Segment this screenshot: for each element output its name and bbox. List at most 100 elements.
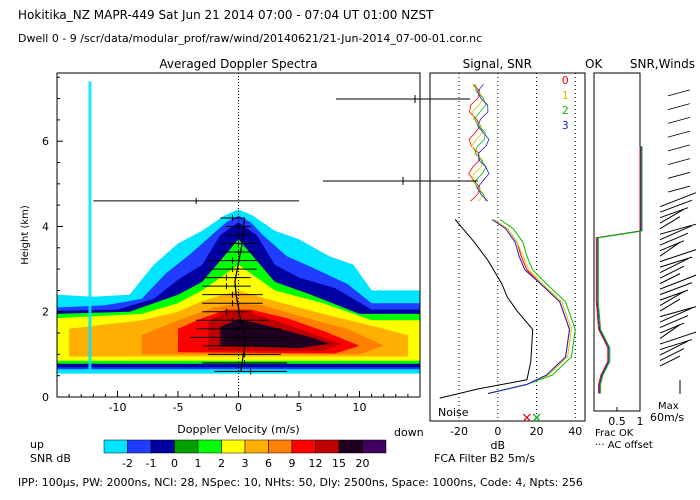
x-tick-label: -10 — [109, 401, 127, 414]
wind-barb — [659, 192, 697, 208]
colorbar-swatch — [150, 439, 175, 454]
snr-legend-entry: 1 — [562, 89, 569, 102]
colorbar-swatch — [244, 439, 269, 454]
spectra-title: Averaged Doppler Spectra — [159, 57, 317, 71]
up-label: up — [30, 438, 44, 451]
x-tick-label: 0 — [235, 401, 242, 414]
colorbar-tick-label: 2 — [218, 457, 225, 470]
wind-barb — [659, 306, 697, 318]
colorbar-tick-label: 15 — [332, 457, 346, 470]
snr-upper-line — [477, 84, 490, 202]
snr-series-line — [487, 219, 571, 394]
noise-label: Noise — [438, 406, 469, 419]
y-tick-label: 6 — [42, 135, 49, 148]
x-axis-label: Doppler Velocity (m/s) — [177, 423, 299, 436]
frac-ok-line — [596, 146, 642, 394]
snr-legend-entry: 2 — [562, 104, 569, 117]
wind-barb — [659, 339, 693, 351]
wind-barb — [659, 208, 685, 224]
colorbar-swatch — [103, 439, 128, 454]
fca-filter-label: FCA Filter B2 5m/s — [434, 452, 535, 465]
colorbar-swatch — [174, 439, 199, 454]
wind-barb — [667, 89, 691, 97]
snr-tick-label: -20 — [450, 425, 468, 438]
snr-legend-entry: 3 — [562, 119, 569, 132]
winds-title: SNR,Winds — [630, 57, 695, 71]
wind-barb — [659, 249, 697, 263]
frac-ok-line — [595, 146, 641, 394]
plot-title: Hokitika_NZ MAPR-449 Sat Jun 21 2014 07:… — [18, 8, 434, 22]
snr-series-line — [487, 219, 572, 394]
wind-barb — [667, 171, 691, 179]
snr-tick-label: 40 — [568, 425, 582, 438]
snr-legend-entry: 0 — [562, 74, 569, 87]
colorbar-tick-label: 1 — [195, 457, 202, 470]
wind-barb — [667, 116, 691, 124]
wind-barb — [659, 273, 681, 285]
frac-frame — [593, 72, 641, 412]
wind-barb — [659, 241, 681, 257]
frac-tick-label: 1 — [637, 415, 644, 428]
wind-barb — [659, 289, 689, 301]
wind-barb — [667, 103, 691, 111]
y-tick-label: 4 — [42, 220, 49, 233]
colorbar-swatch — [338, 439, 363, 454]
colorbar-tick-label: 3 — [242, 457, 249, 470]
snr-contour — [220, 319, 330, 348]
colorbar-swatch — [197, 439, 222, 454]
wind-barb — [659, 216, 681, 230]
snr-series-line — [487, 219, 576, 394]
max-value-label: 60m/s — [650, 411, 684, 424]
wind-barb — [659, 256, 693, 268]
colorbar-tick-label: 9 — [289, 457, 296, 470]
wind-barb — [659, 355, 681, 367]
wind-barb — [667, 130, 691, 138]
wind-barb — [659, 258, 689, 274]
snr-upper-line — [471, 84, 484, 202]
wind-barb — [659, 348, 685, 362]
wind-barb — [667, 185, 691, 193]
wind-barb — [659, 207, 689, 219]
ac-offset-label: ··· AC offset — [595, 440, 653, 451]
wind-barb — [659, 324, 681, 339]
colorbar-swatch — [127, 439, 152, 454]
colorbar-tick-label: 0 — [171, 457, 178, 470]
wind-barb — [659, 225, 693, 241]
colorbar-tick-label: 12 — [309, 457, 323, 470]
x-tick-label: 5 — [296, 401, 303, 414]
colorbar-tick-label: -1 — [146, 457, 157, 470]
snr-series-line — [487, 219, 571, 394]
snr-axis-label: dB — [491, 439, 506, 452]
snr-title: Signal, SNR — [463, 57, 532, 71]
max-label: Max — [658, 401, 679, 412]
snr-upper-line — [474, 84, 487, 202]
x-tick-label: -5 — [173, 401, 184, 414]
snr-tick-label: 0 — [494, 425, 501, 438]
colorbar-tick-label: 6 — [265, 457, 272, 470]
snr-series-line — [439, 219, 534, 399]
frac-ok-label: Frac OK — [595, 428, 634, 439]
noise-marker: × — [531, 410, 543, 426]
wind-barb — [659, 274, 697, 290]
colorbar-swatch — [315, 439, 340, 454]
wind-barb — [659, 199, 693, 213]
wind-barb — [659, 232, 689, 246]
colorbar-swatch — [291, 439, 316, 454]
wind-barb — [659, 331, 697, 345]
noise-marker: × — [521, 410, 533, 426]
wind-barb — [659, 291, 685, 307]
frac-ok-line — [597, 146, 643, 394]
colorbar-swatch — [268, 439, 293, 454]
ok-label: OK — [585, 57, 603, 71]
wind-barb — [667, 158, 691, 165]
wind-barb — [659, 298, 681, 312]
y-tick-label: 0 — [42, 391, 49, 404]
wind-barb — [659, 223, 697, 235]
snr-upper-line — [468, 84, 481, 202]
down-label: down — [394, 426, 424, 439]
x-tick-label: 10 — [353, 401, 367, 414]
wind-barb — [659, 265, 685, 279]
snr-frame — [429, 72, 586, 422]
mean-velocity-profile — [234, 217, 247, 372]
